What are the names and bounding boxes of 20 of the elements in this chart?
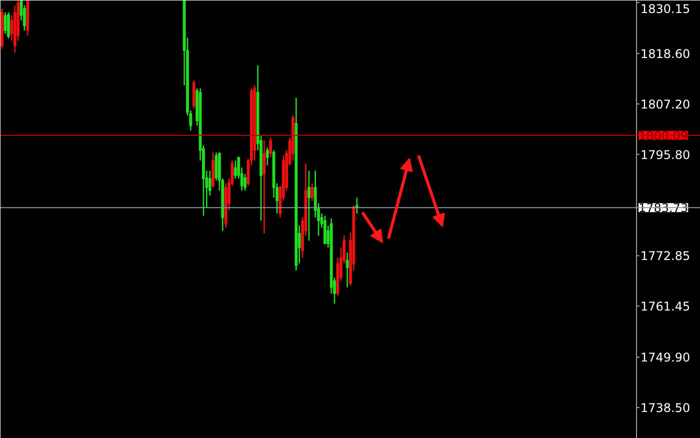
- y-tick-label: 1761.45: [640, 300, 690, 314]
- y-tick-label: 1772.85: [640, 249, 690, 264]
- y-tick-label: 1818.60: [640, 47, 690, 62]
- candlestick: [310, 182, 314, 202]
- candlestick: [23, 4, 26, 32]
- y-tick-label: 1749.90: [640, 350, 690, 365]
- candlestick: [346, 252, 349, 288]
- y-tick-label: 1830.15: [640, 2, 690, 16]
- candlestick: [307, 170, 310, 242]
- y-tick-label: 1795.80: [640, 148, 690, 162]
- candlestick: [269, 136, 272, 158]
- candlestick: [7, 12, 10, 40]
- candlestick: [323, 215, 326, 244]
- y-tick-label: 1738.50: [640, 401, 690, 416]
- candlestick: [262, 140, 266, 234]
- candlestick: [4, 12, 7, 34]
- candlestick: [234, 160, 237, 180]
- candlestick: [192, 80, 196, 109]
- candlestick: [266, 147, 269, 166]
- y-tick-label: 1807.20: [640, 97, 690, 112]
